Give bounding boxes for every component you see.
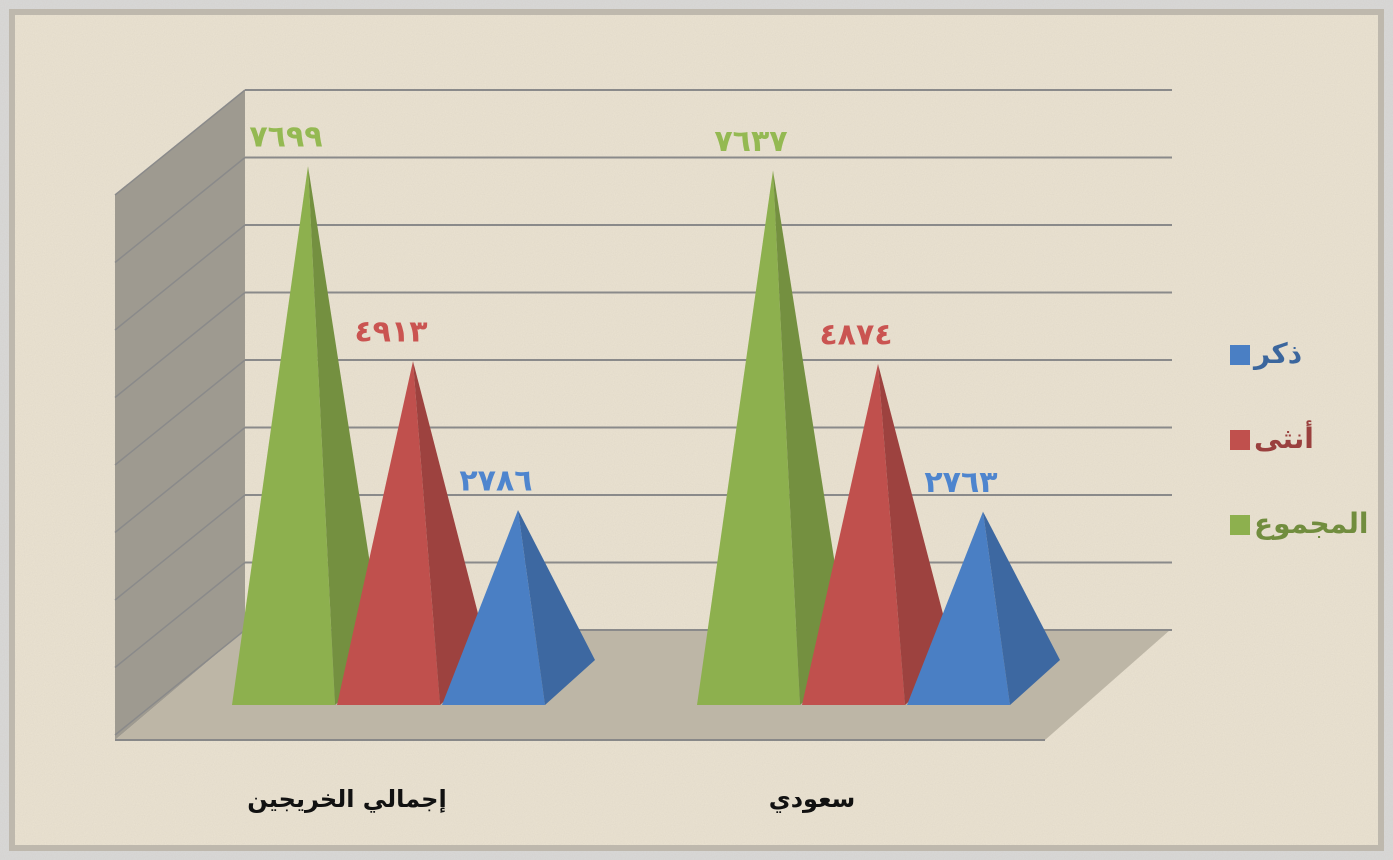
pyramid-side [413,361,490,705]
side-grid-line [114,561,246,669]
pyramid-side [773,170,850,705]
x-tick-label: سعودي [769,785,856,813]
legend-label: أنثى [1254,420,1314,455]
side-grid-line [114,359,246,466]
pyramid-face [232,166,335,705]
legend-swatch [1230,345,1250,365]
side-grid-line [114,156,246,264]
data-label: ٧٦٣٧ [714,124,787,159]
legend-label: المجموع [1254,507,1369,540]
side-grid-line [114,89,246,196]
legend-swatch [1230,515,1250,535]
pyramid-side [878,363,955,705]
legend-label: ذكر [1252,337,1302,370]
data-label: ٤٩١٣ [354,315,427,350]
side-wall [115,90,245,740]
side-grid-line [114,291,246,399]
x-tick-label: إجمالي الخريجين [247,785,446,813]
side-grid-line [114,629,246,736]
pyramid-side [983,511,1060,705]
pyramid-face [442,509,545,705]
data-label: ٤٨٧٤ [819,317,892,352]
pyramid-face [697,170,800,705]
pyramid-side [308,166,385,705]
data-label: ٢٧٦٣ [924,465,997,500]
side-grid-line [114,494,246,601]
data-label: ٧٦٩٩ [249,120,322,155]
legend-swatch [1230,430,1250,450]
pyramid-face [802,363,905,705]
side-grid-line [114,224,246,331]
side-grid-line [114,426,246,534]
pyramid-face [907,511,1010,705]
pyramid-side [518,509,595,705]
pyramid-face [337,361,440,705]
data-label: ٢٧٨٦ [459,463,532,498]
